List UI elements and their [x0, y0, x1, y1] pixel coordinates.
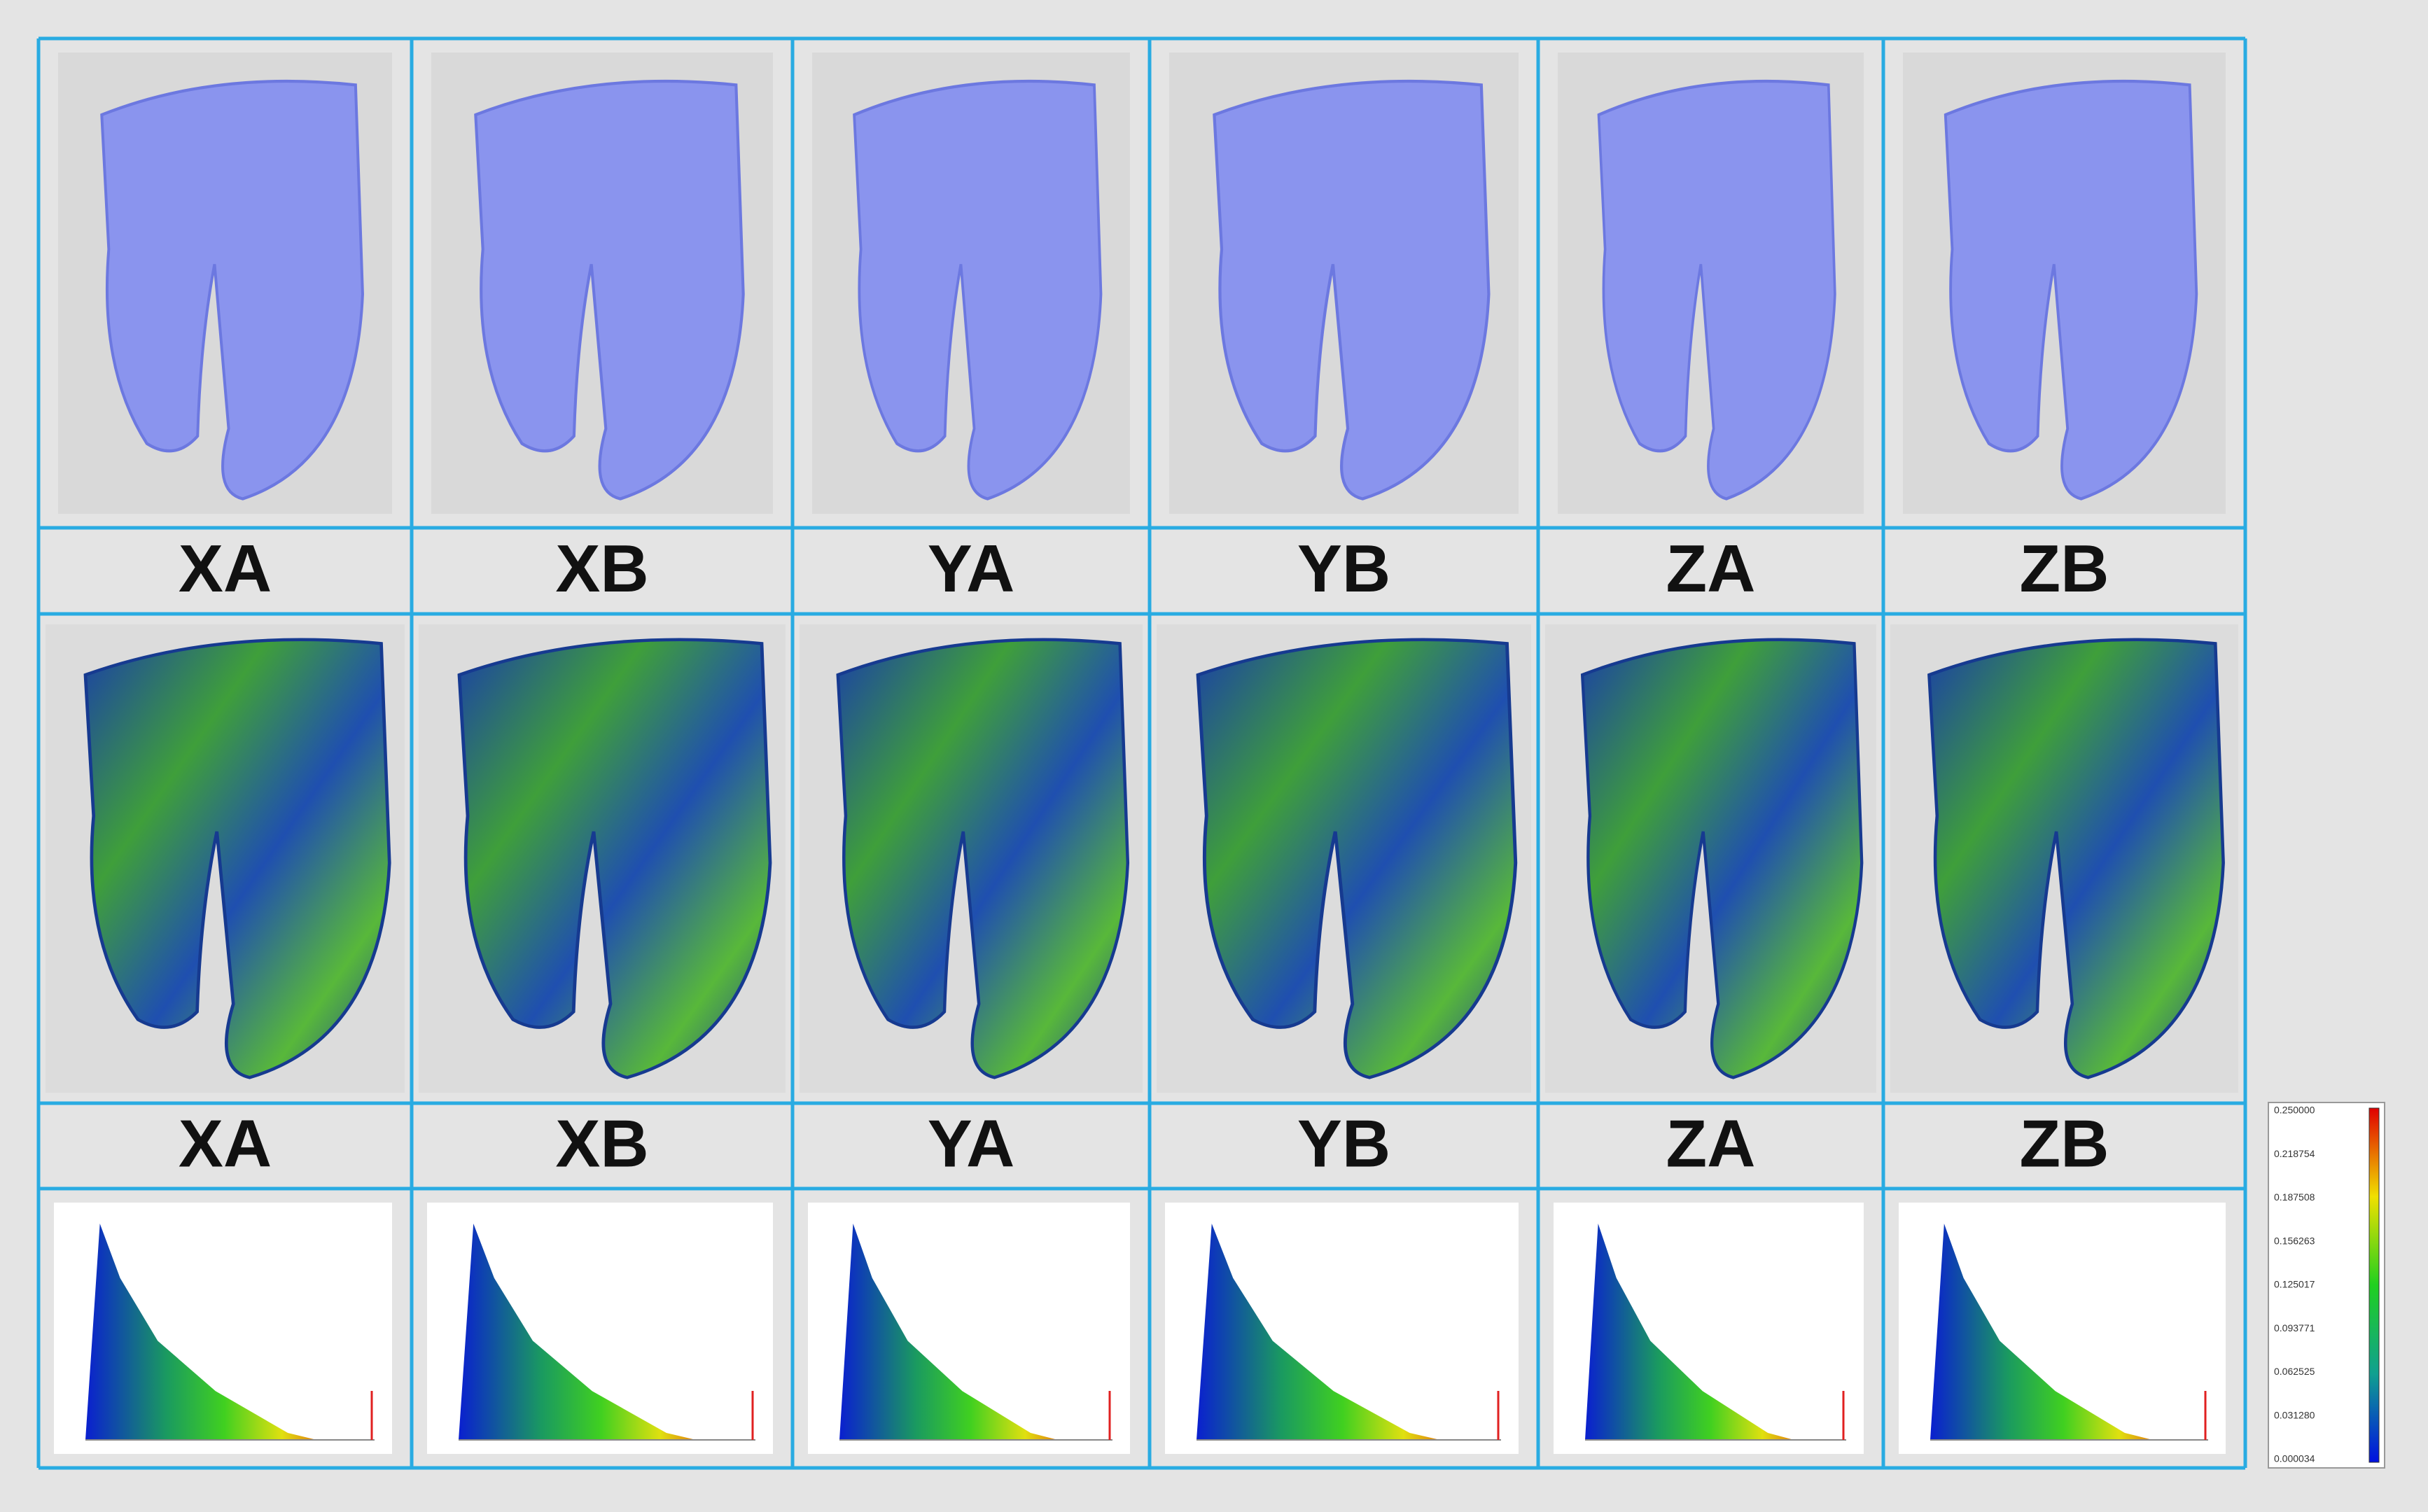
histogram-shape: [459, 1224, 697, 1440]
color-scale-tick: 0.187508: [2274, 1191, 2315, 1203]
tooth-deviation: [1929, 640, 2223, 1078]
color-scale-box: [2268, 1102, 2385, 1469]
tooth-deviation: [85, 640, 389, 1078]
tooth-deviation: [459, 640, 770, 1078]
color-scale-tick: 0.000034: [2274, 1453, 2315, 1464]
tooth-deviation: [1198, 640, 1516, 1078]
tooth-surface: [1214, 81, 1488, 499]
surface-label: YA: [928, 531, 1015, 606]
color-scale-tick: 0.250000: [2274, 1105, 2315, 1116]
color-scale-tick: 0.218754: [2274, 1148, 2315, 1159]
surface-label: YB: [1297, 531, 1390, 606]
surface-label: ZA: [1666, 531, 1756, 606]
color-scale-tick: 0.125017: [2274, 1279, 2315, 1290]
histogram-shape: [85, 1224, 317, 1440]
deviation-label: ZA: [1666, 1106, 1756, 1181]
histogram-shape: [1930, 1224, 2153, 1440]
tooth-deviation: [838, 640, 1128, 1078]
tooth-surface: [102, 81, 363, 499]
deviation-label: ZB: [2020, 1106, 2109, 1181]
surface-label: XA: [179, 531, 272, 606]
color-scale-tick: 0.156263: [2274, 1235, 2315, 1246]
tooth-deviation: [1582, 640, 1862, 1078]
deviation-label: YB: [1297, 1106, 1390, 1181]
tooth-surface: [475, 81, 743, 499]
surface-label: ZB: [2020, 531, 2109, 606]
deviation-label: YA: [928, 1106, 1015, 1181]
surface-label: XB: [555, 531, 648, 606]
tooth-surface: [1946, 81, 2197, 499]
tooth-surface: [854, 81, 1101, 499]
color-scale-tick: 0.093771: [2274, 1322, 2315, 1334]
tooth-surface: [1598, 81, 1834, 499]
histogram-shape: [1196, 1224, 1440, 1440]
color-scale-bar: [2368, 1107, 2380, 1463]
deviation-label: XA: [179, 1106, 272, 1181]
deviation-label: XB: [555, 1106, 648, 1181]
color-scale-tick: 0.062525: [2274, 1366, 2315, 1377]
histogram-shape: [1585, 1224, 1794, 1440]
histogram-shape: [839, 1224, 1058, 1440]
color-scale-tick: 0.031280: [2274, 1409, 2315, 1420]
